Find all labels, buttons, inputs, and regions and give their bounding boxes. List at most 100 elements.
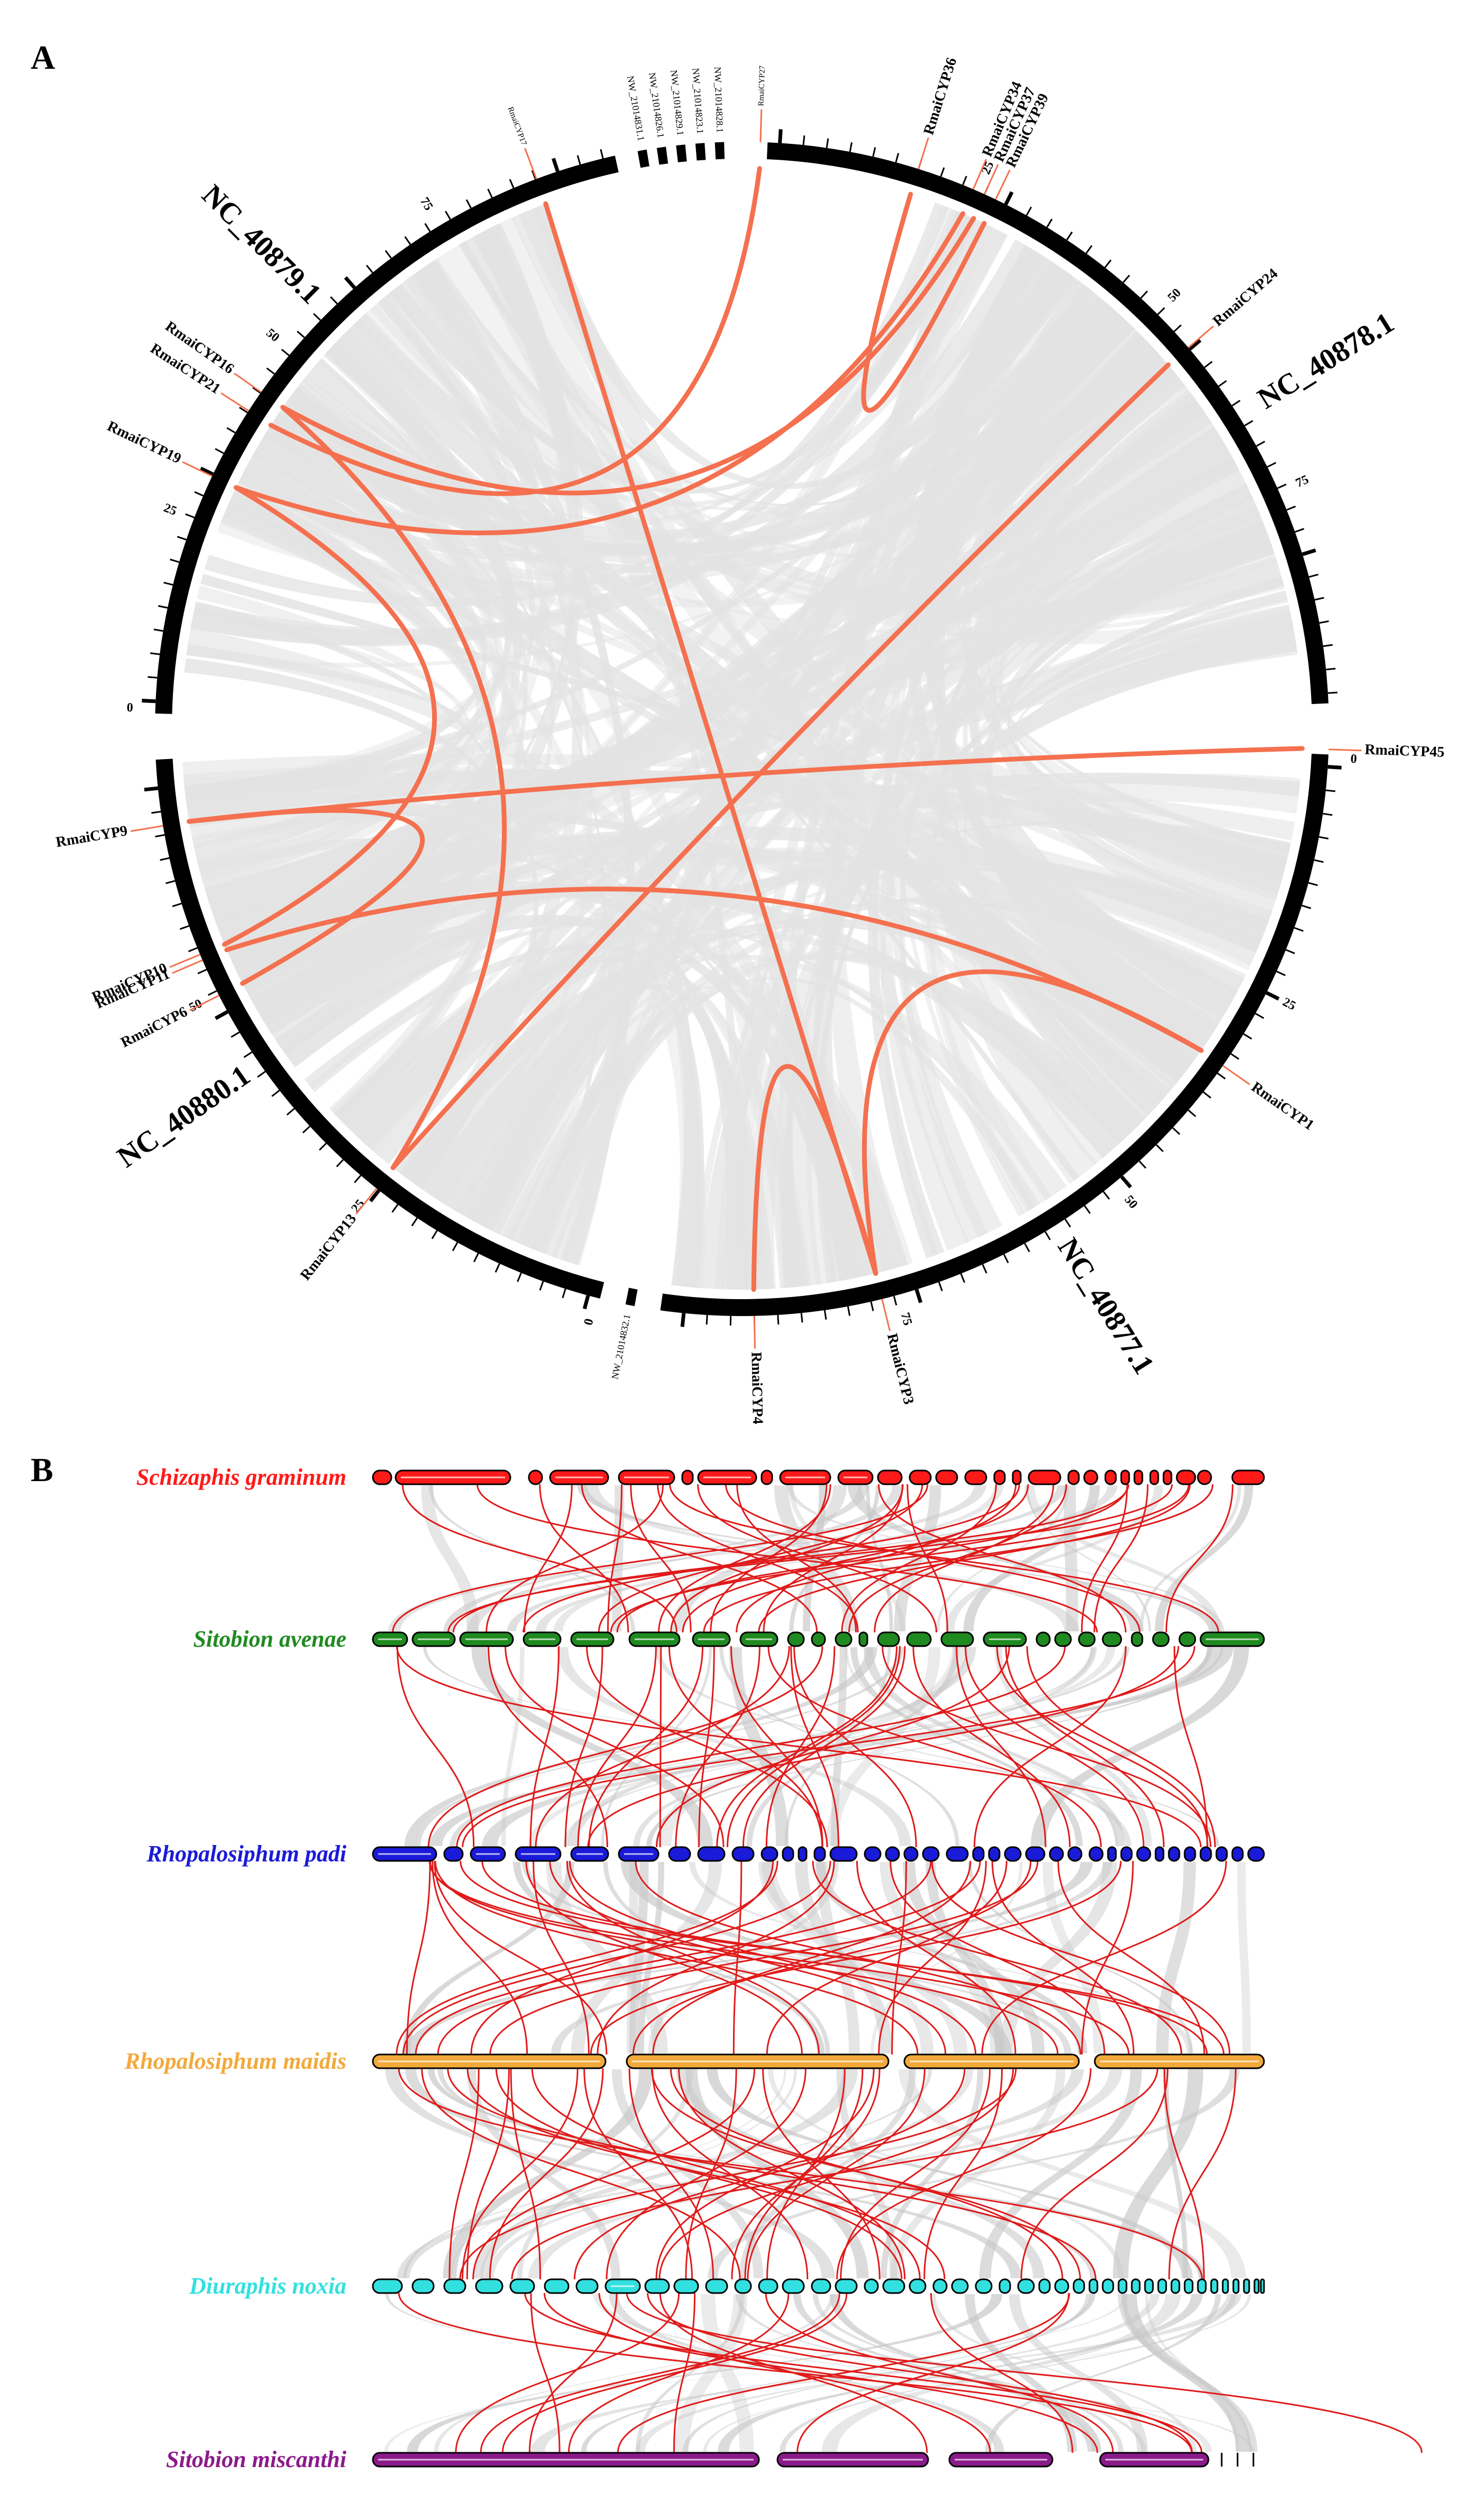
scaffold-label: NW_21014823.1 xyxy=(690,68,706,134)
background-synteny-link xyxy=(402,1862,574,2053)
ruler-tick xyxy=(1319,620,1329,624)
chromosome-title: NC_40878.1 xyxy=(1252,306,1400,416)
ruler-tick xyxy=(1085,245,1093,254)
background-synteny-link xyxy=(567,1647,976,1846)
ruler-tick xyxy=(893,1295,897,1305)
ruler-tick xyxy=(1302,905,1312,909)
cyp-ortholog-link xyxy=(632,1860,1032,2055)
species-labels: Schizaphis graminum Sitobion avenae Rhopal… xyxy=(124,1464,347,2472)
cyp-ortholog-link xyxy=(628,2068,714,2280)
chromosome-bar xyxy=(951,2278,969,2294)
background-synteny-link xyxy=(385,2069,835,2278)
chromosome-bar xyxy=(509,2278,535,2294)
cyp-ortholog-link xyxy=(1026,1646,1216,1848)
background-synteny-link xyxy=(427,2069,1205,2278)
cyp-ortholog-link xyxy=(848,1484,1067,1633)
chromosome-bar xyxy=(882,2278,905,2294)
cyp-ortholog-link xyxy=(651,2068,1081,2280)
chromosome-bar xyxy=(681,1469,694,1485)
cyp-ortholog-link xyxy=(655,2068,875,2280)
chromosome-bar xyxy=(1231,1469,1265,1485)
gene-marker xyxy=(881,1299,891,1331)
ruler-tick xyxy=(539,1281,544,1291)
chromosome-bar xyxy=(668,1846,691,1862)
cyp-ortholog-link xyxy=(434,1860,608,2055)
ruler-tick xyxy=(148,676,158,679)
cyp-ortholog-link xyxy=(766,1860,1007,2055)
gene-label: RmaiCYP19 xyxy=(105,418,184,467)
chromosome-bar xyxy=(903,1846,919,1862)
background-synteny-link xyxy=(646,1647,1212,1846)
ruler-tick xyxy=(938,1282,943,1292)
panel-a-letter: A xyxy=(31,39,55,76)
chromosome-bar xyxy=(1247,1846,1265,1862)
synteny-background-links-a xyxy=(182,202,1300,1290)
background-synteny-link xyxy=(994,1647,1152,1846)
cyp-ortholog-link xyxy=(765,2293,1114,2453)
chromosome-bar xyxy=(1231,1846,1244,1862)
cyp-ortholog-link xyxy=(1005,1646,1165,1848)
cyp-duplication-link xyxy=(187,746,1305,824)
ruler-tick xyxy=(1084,1205,1091,1214)
ruler-tick-label: 25 xyxy=(1280,995,1298,1013)
chromosome-bar xyxy=(673,2278,699,2294)
ruler-tick xyxy=(1266,991,1280,1001)
ruler-tick xyxy=(286,1108,295,1116)
chromosome-bar xyxy=(644,2278,670,2294)
background-synteny-link xyxy=(501,1647,525,1846)
ruler-tick xyxy=(160,857,170,861)
cyp-ortholog-link xyxy=(878,1484,1126,1633)
background-synteny-link xyxy=(609,2294,1004,2452)
chromosome-bar xyxy=(864,2278,879,2294)
cyp-ortholog-link xyxy=(402,1860,831,2055)
background-synteny-link xyxy=(501,951,1138,1246)
chromosome-bar xyxy=(1054,2278,1069,2294)
ruler-tick xyxy=(1302,548,1316,556)
chromosome-bar xyxy=(909,2278,927,2294)
cyp-ortholog-link xyxy=(669,1484,1220,1633)
background-synteny-link xyxy=(871,1862,1023,2053)
ruler-tick xyxy=(243,1051,253,1058)
background-synteny-link xyxy=(403,2069,932,2278)
cyp-ortholog-link xyxy=(856,1860,1016,2055)
chromosome-bar xyxy=(972,1846,985,1862)
ruler-tick xyxy=(166,880,176,884)
chromosome-bar xyxy=(787,1631,805,1647)
background-synteny-link xyxy=(1139,1485,1241,1631)
ruler-tick xyxy=(239,407,248,414)
chromosome-bar xyxy=(935,1469,958,1485)
chromosome-bar xyxy=(758,2278,778,2294)
gene-marker xyxy=(355,1188,378,1215)
ruler-tick xyxy=(155,834,165,838)
cyp-ortholog-link xyxy=(495,2068,903,2280)
chromosome-bar xyxy=(1107,1846,1117,1862)
cyp-ortholog-link xyxy=(510,2068,541,2280)
ruler-tick xyxy=(185,513,195,518)
ruler-tick xyxy=(1024,1243,1030,1253)
ruler-tick xyxy=(1120,1175,1132,1189)
background-synteny-link xyxy=(190,239,1039,646)
cyp-ortholog-link xyxy=(406,1860,431,2055)
background-synteny-link xyxy=(847,1485,1144,1631)
ruler-tick xyxy=(849,142,853,152)
species-label: Sitobion avenae xyxy=(193,1626,346,1652)
ruler-tick xyxy=(962,176,967,186)
scaffold-label: NW_21014832.1 xyxy=(609,1313,632,1380)
ruler-tick xyxy=(318,1143,327,1151)
cyp-ortholog-link xyxy=(716,1646,898,1848)
cyp-duplication-link xyxy=(862,969,1204,1276)
cyp-ortholog-link xyxy=(566,1860,820,2055)
ruler-tick xyxy=(354,1175,362,1183)
chromosome-title: NC_40877.1 xyxy=(1051,1232,1161,1380)
ruler-tick xyxy=(369,1189,381,1202)
chromosome-bar xyxy=(372,1469,392,1485)
cyp-ortholog-link xyxy=(421,2068,741,2280)
ruler-tick-label: 75 xyxy=(898,1311,914,1327)
background-synteny-link xyxy=(471,1647,713,1846)
cyp-ortholog-link xyxy=(996,1646,1208,1848)
cyp-ortholog-link xyxy=(525,1860,803,2055)
species-label: Rhopalosiphum maidis xyxy=(124,2048,346,2074)
ruler-tick xyxy=(576,155,581,165)
chromosome-bar xyxy=(475,2278,503,2294)
chromosome-bar xyxy=(906,1631,932,1647)
